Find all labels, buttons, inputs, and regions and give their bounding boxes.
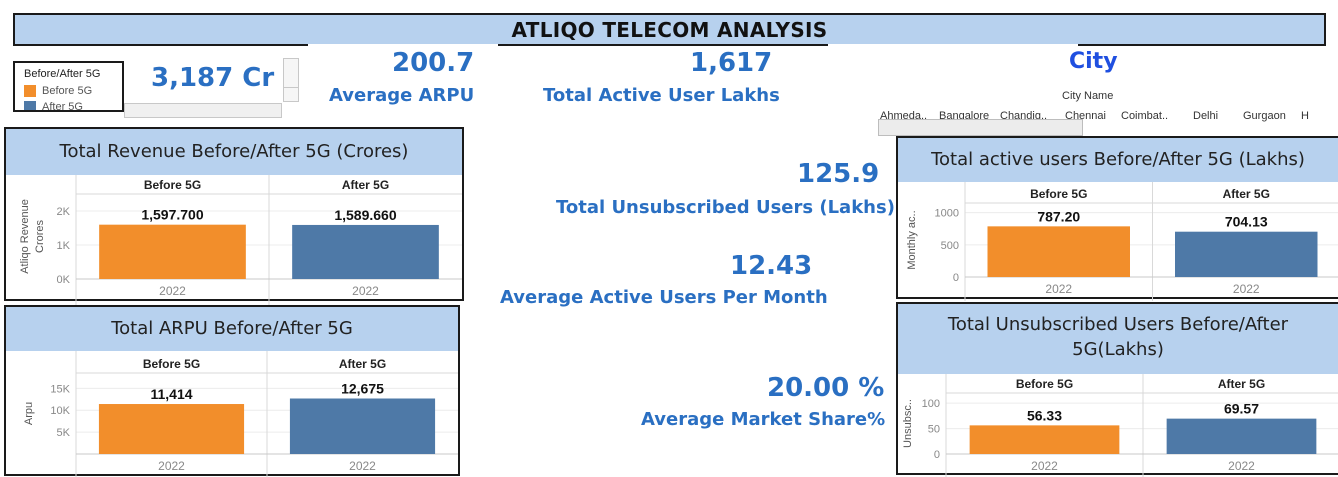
y-tick-label: 0 bbox=[934, 449, 940, 461]
y-tick-label: 10K bbox=[50, 405, 70, 417]
unsubscribed-chart-panel: Total Unsubscribed Users Before/After 5G… bbox=[896, 302, 1338, 477]
y-axis-label: Unsubsc.. bbox=[902, 399, 914, 448]
column-header-label: Before 5G bbox=[1030, 187, 1087, 201]
legend-vertical-scrollbar[interactable] bbox=[283, 58, 299, 102]
bar-before-5g bbox=[987, 226, 1130, 277]
kpi-arpu-value: 200.7 bbox=[392, 48, 475, 78]
legend-title: Before/After 5G bbox=[24, 68, 101, 80]
kpi-active-users-label: Total Active User Lakhs bbox=[543, 85, 780, 106]
city-option[interactable]: Gurgaon bbox=[1243, 110, 1286, 122]
revenue-chart-panel: Total Revenue Before/After 5G (Crores) 2… bbox=[4, 127, 464, 305]
y-tick-label: 15K bbox=[50, 383, 70, 395]
column-header-label: Before 5G bbox=[143, 357, 200, 371]
bar-data-label: 12,675 bbox=[341, 381, 384, 397]
color-legend: Before/After 5G Before 5G After 5G bbox=[13, 61, 124, 112]
y-tick-label: 5K bbox=[57, 427, 71, 439]
bar-data-label: 69.57 bbox=[1224, 401, 1259, 417]
y-tick-label: 0 bbox=[953, 272, 959, 284]
column-header-label: After 5G bbox=[1218, 377, 1265, 391]
bar-data-label: 787.20 bbox=[1037, 208, 1080, 224]
kpi-market-share-value: 20.00 % bbox=[767, 373, 885, 403]
x-tick-label: 2022 bbox=[159, 284, 186, 298]
unsubscribed-chart: 100 50 0 Unsubsc.. Before 5G 56.33 2022 After 5… bbox=[902, 374, 1338, 477]
bar-before-5g bbox=[98, 404, 245, 454]
arpu-chart: 15K 10K 5K Arpu Before 5G 11,414 2022 After 5G 1… bbox=[23, 351, 458, 477]
title-bar-gap bbox=[828, 44, 1078, 48]
city-filter-scrollbar[interactable] bbox=[878, 119, 1083, 136]
arpu-chart-panel: Total ARPU Before/After 5G 15K 10K 5K Arpu B… bbox=[4, 305, 460, 477]
legend-item-before[interactable]: Before 5G bbox=[24, 83, 122, 99]
y-axis-label: Monthly ac.. bbox=[906, 210, 918, 269]
y-tick-label: 1000 bbox=[935, 208, 959, 220]
legend-item-after[interactable]: After 5G bbox=[24, 99, 122, 112]
legend-label: After 5G bbox=[42, 101, 83, 112]
x-tick-label: 2022 bbox=[1233, 282, 1260, 296]
x-tick-label: 2022 bbox=[1045, 282, 1072, 296]
arpu-chart-title: Total ARPU Before/After 5G bbox=[6, 307, 458, 351]
city-filter-subtitle: City Name bbox=[1062, 90, 1114, 102]
y-tick-label: 2K bbox=[57, 206, 71, 218]
column-header-label: Before 5G bbox=[1016, 377, 1073, 391]
bar-before-5g bbox=[969, 425, 1120, 454]
kpi-avg-active-value: 12.43 bbox=[730, 251, 813, 281]
kpi-unsubscribed-label: Total Unsubscribed Users (Lakhs) bbox=[556, 197, 895, 218]
x-tick-label: 2022 bbox=[352, 284, 379, 298]
dashboard-title-bar: ATLIQO TELECOM ANALYSIS bbox=[13, 13, 1326, 46]
title-bar-gap bbox=[308, 44, 498, 48]
unsubscribed-chart-title: Total Unsubscribed Users Before/After 5G… bbox=[898, 304, 1338, 374]
active-users-chart-panel: Total active users Before/After 5G (Lakh… bbox=[896, 136, 1338, 301]
y-axis-label: Atliqo Revenue bbox=[19, 199, 31, 274]
active-users-chart-title: Total active users Before/After 5G (Lakh… bbox=[898, 138, 1338, 182]
x-tick-label: 2022 bbox=[158, 459, 185, 473]
active-users-chart: 1000 500 0 Monthly ac.. Before 5G 787.20 2022 A… bbox=[906, 182, 1338, 301]
city-option[interactable]: Coimbat.. bbox=[1121, 110, 1169, 122]
x-tick-label: 2022 bbox=[349, 459, 376, 473]
bar-data-label: 11,414 bbox=[150, 386, 192, 402]
revenue-chart-title: Total Revenue Before/After 5G (Crores) bbox=[6, 129, 462, 175]
bar-after-5g bbox=[292, 224, 439, 279]
column-header-label: Before 5G bbox=[144, 178, 201, 192]
bar-data-label: 704.13 bbox=[1225, 214, 1268, 230]
city-option[interactable]: H bbox=[1301, 110, 1309, 122]
legend-label: Before 5G bbox=[42, 85, 93, 97]
city-filter-title: City bbox=[1069, 49, 1118, 74]
column-header-label: After 5G bbox=[339, 357, 386, 371]
kpi-active-users-value: 1,617 bbox=[690, 48, 773, 78]
x-tick-label: 2022 bbox=[1228, 459, 1255, 473]
y-tick-label: 500 bbox=[941, 240, 959, 252]
y-tick-label: 1K bbox=[57, 240, 71, 252]
city-option[interactable]: Delhi bbox=[1193, 110, 1219, 122]
legend-horizontal-scrollbar[interactable] bbox=[124, 103, 282, 118]
legend-swatch-before bbox=[24, 85, 36, 97]
y-axis-label: Arpu bbox=[23, 402, 35, 425]
revenue-chart: 2K 1K 0K Atliqo Revenue Crores Before 5G 1,597… bbox=[19, 175, 462, 305]
column-header-label: After 5G bbox=[342, 178, 389, 192]
bar-after-5g bbox=[1166, 418, 1317, 454]
kpi-revenue-value: 3,187 Cr bbox=[151, 63, 275, 93]
bar-data-label: 1,597.700 bbox=[141, 207, 203, 223]
y-tick-label: 50 bbox=[928, 424, 940, 436]
y-axis-label-line2: Crores bbox=[34, 220, 46, 254]
bar-after-5g bbox=[289, 398, 436, 454]
kpi-avg-active-label: Average Active Users Per Month bbox=[500, 287, 828, 308]
kpi-arpu-label: Average ARPU bbox=[329, 85, 475, 106]
bar-before-5g bbox=[99, 224, 246, 279]
bar-after-5g bbox=[1175, 231, 1318, 277]
kpi-market-share-label: Average Market Share% bbox=[641, 409, 886, 430]
scrollbar-divider bbox=[283, 87, 299, 102]
legend-swatch-after bbox=[24, 101, 36, 110]
y-tick-label: 100 bbox=[922, 398, 940, 410]
bar-data-label: 56.33 bbox=[1027, 407, 1062, 423]
bar-data-label: 1,589.660 bbox=[334, 207, 396, 223]
kpi-unsubscribed-value: 125.9 bbox=[797, 159, 880, 189]
y-tick-label: 0K bbox=[57, 274, 71, 286]
column-header-label: After 5G bbox=[1223, 187, 1270, 201]
dashboard-title: ATLIQO TELECOM ANALYSIS bbox=[511, 17, 828, 42]
x-tick-label: 2022 bbox=[1031, 459, 1058, 473]
